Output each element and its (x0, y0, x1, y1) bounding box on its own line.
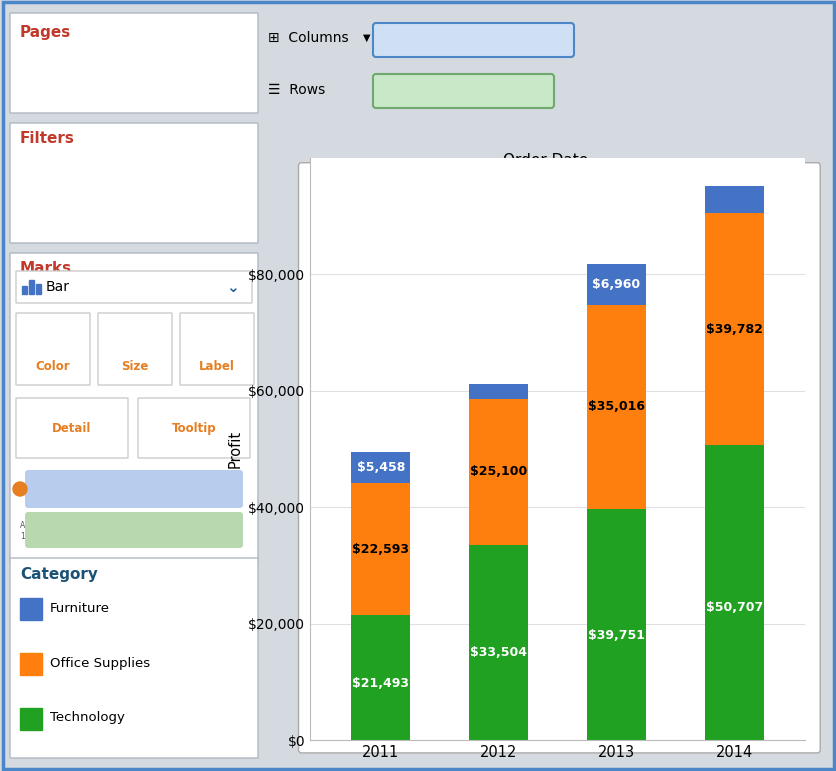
Text: Pages: Pages (20, 25, 71, 40)
Text: $21,493: $21,493 (352, 677, 409, 690)
FancyBboxPatch shape (373, 74, 553, 108)
FancyBboxPatch shape (138, 398, 250, 458)
Bar (36, 284, 41, 294)
Text: Size: Size (121, 360, 149, 373)
Text: $22,593: $22,593 (352, 543, 409, 556)
Bar (22, 286, 27, 294)
Bar (20, 598, 42, 620)
Text: $33,504: $33,504 (470, 646, 527, 658)
Text: Detail: Detail (52, 422, 92, 435)
Text: Technology: Technology (50, 712, 125, 725)
FancyBboxPatch shape (10, 13, 257, 113)
Bar (586, 509, 645, 740)
Bar (704, 186, 762, 214)
Text: ⊕ Category: ⊕ Category (81, 483, 165, 496)
Text: Color: Color (36, 360, 70, 373)
Text: Marks: Marks (20, 261, 72, 276)
Text: SUM(Profit): SUM(Profit) (79, 524, 167, 537)
Bar (351, 483, 410, 615)
Circle shape (13, 482, 27, 496)
Text: Label: Label (199, 360, 235, 373)
FancyBboxPatch shape (298, 163, 819, 753)
Text: + YEAR(Order Date): + YEAR(Order Date) (409, 33, 536, 46)
Bar (20, 708, 42, 730)
Bar (468, 545, 528, 740)
Bar (704, 445, 762, 740)
Bar (29, 280, 34, 294)
Text: $35,016: $35,016 (587, 400, 645, 413)
Bar (468, 385, 528, 399)
Text: ▼: ▼ (363, 33, 370, 43)
Text: $5,458: $5,458 (356, 461, 405, 474)
Bar (704, 214, 762, 445)
FancyBboxPatch shape (10, 558, 257, 758)
Text: $39,751: $39,751 (587, 629, 645, 642)
Text: Office Supplies: Office Supplies (50, 656, 150, 669)
FancyBboxPatch shape (373, 23, 573, 57)
Text: SUM(Profit): SUM(Profit) (427, 85, 497, 97)
Text: ⊞  Columns: ⊞ Columns (268, 31, 349, 45)
Text: ⌄: ⌄ (226, 280, 238, 295)
FancyBboxPatch shape (16, 313, 90, 385)
Text: Furniture: Furniture (50, 601, 110, 614)
FancyBboxPatch shape (16, 271, 252, 303)
Bar (351, 452, 410, 483)
Text: $50,707: $50,707 (705, 601, 762, 614)
Bar (351, 615, 410, 740)
FancyBboxPatch shape (180, 313, 253, 385)
FancyBboxPatch shape (10, 123, 257, 243)
Text: $6,960: $6,960 (592, 278, 640, 291)
Y-axis label: Profit: Profit (227, 430, 242, 468)
Text: Filters: Filters (20, 131, 74, 146)
Text: Abc
123: Abc 123 (20, 521, 34, 540)
FancyBboxPatch shape (25, 512, 242, 548)
FancyBboxPatch shape (25, 470, 242, 508)
Text: Category: Category (20, 567, 98, 582)
Text: Order Date: Order Date (502, 153, 588, 168)
Bar (586, 305, 645, 509)
Bar (468, 399, 528, 545)
Bar (586, 264, 645, 305)
Text: ☰  Rows: ☰ Rows (268, 83, 325, 97)
FancyBboxPatch shape (10, 253, 257, 563)
Text: $39,782: $39,782 (705, 322, 762, 335)
Text: Tooltip: Tooltip (171, 422, 216, 435)
Text: $25,100: $25,100 (469, 466, 527, 479)
FancyBboxPatch shape (16, 398, 128, 458)
Text: Bar: Bar (46, 280, 70, 294)
Bar (20, 653, 42, 675)
FancyBboxPatch shape (98, 313, 171, 385)
